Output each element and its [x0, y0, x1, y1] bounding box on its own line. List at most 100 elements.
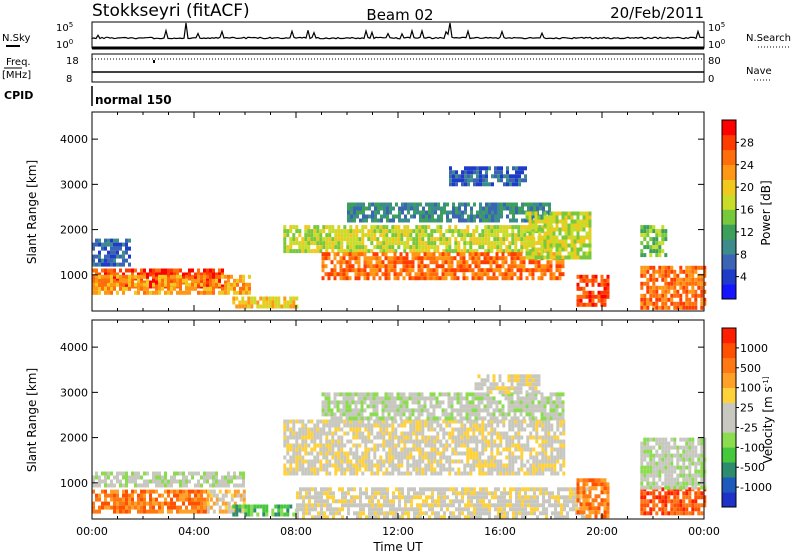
freq-label-line1: Freq.: [6, 57, 31, 68]
data-cell-1: [164, 290, 167, 295]
data-cell-1: [140, 501, 143, 506]
data-cell-2: [110, 258, 113, 263]
data-cell-4: [373, 447, 377, 452]
data-cell-4: [391, 423, 395, 428]
data-cell-10: [703, 273, 707, 278]
data-cell-9: [576, 298, 580, 303]
data-cell-4: [553, 435, 557, 440]
data-cell-4: [328, 471, 332, 476]
data-cell-4: [526, 435, 530, 440]
data-cell-1: [167, 489, 170, 494]
data-cell-0: [218, 272, 221, 277]
data-cell-0: [95, 471, 98, 476]
data-cell-8: [576, 239, 580, 244]
data-cell-8: [576, 235, 580, 240]
data-cell-0: [146, 471, 149, 476]
data-cell-4: [559, 423, 563, 428]
data-cell-0: [122, 272, 125, 277]
data-cell-7: [518, 503, 521, 508]
data-cell-7: [575, 503, 578, 508]
data-cell-6: [458, 202, 461, 207]
data-cell-5: [543, 408, 547, 413]
data-cell-4: [445, 431, 449, 436]
data-cell-5: [555, 260, 559, 265]
data-cell-4: [316, 225, 320, 230]
data-cell-8: [549, 255, 553, 260]
data-cell-5: [462, 416, 466, 421]
data-cell-5: [543, 404, 547, 409]
data-cell-6: [542, 206, 545, 211]
data-cell-10: [679, 301, 683, 306]
data-cell-7: [431, 503, 434, 508]
data-cell-4: [553, 431, 557, 436]
data-cell-4: [493, 459, 497, 464]
data-cell-5: [483, 272, 487, 277]
data-cell-5: [327, 256, 331, 261]
data-cell-4: [499, 249, 503, 254]
data-cell-4: [436, 459, 440, 464]
data-cell-7: [515, 174, 518, 179]
data-cell-4: [304, 471, 308, 476]
data-cell-9: [600, 274, 604, 279]
data-cell-7: [458, 507, 461, 512]
data-cell-1: [146, 489, 149, 494]
data-cell-2: [125, 258, 128, 263]
data-cell-7: [401, 515, 404, 520]
data-cell-4: [373, 229, 377, 234]
data-cell-11: [655, 229, 659, 234]
data-cell-4: [412, 431, 416, 436]
data-cell-4: [319, 443, 323, 448]
data-cell-6: [525, 382, 529, 387]
colorbar-swatch: [722, 269, 736, 285]
data-cell-4: [403, 225, 407, 230]
data-cell-4: [397, 451, 401, 456]
data-cell-5: [501, 252, 505, 257]
data-cell-4: [457, 229, 461, 234]
data-cell-0: [104, 268, 107, 273]
data-cell-8: [576, 219, 580, 224]
data-cell-2: [206, 505, 210, 510]
colorbar-swatch: [722, 134, 736, 151]
data-cell-4: [421, 439, 425, 444]
data-cell-4: [292, 419, 296, 424]
data-cell-1: [173, 493, 176, 498]
data-cell-4: [295, 463, 299, 468]
data-cell-8: [567, 251, 571, 256]
data-cell-10: [676, 289, 680, 294]
data-cell-4: [418, 459, 422, 464]
data-cell-3: [286, 300, 290, 305]
data-cell-5: [450, 264, 454, 269]
data-cell-4: [376, 423, 380, 428]
data-cell-0: [173, 479, 176, 484]
data-cell-10: [649, 293, 653, 298]
data-cell-0: [131, 471, 134, 476]
data-cell-4: [355, 471, 359, 476]
data-cell-4: [436, 249, 440, 254]
data-cell-7: [554, 515, 557, 520]
data-cell-10: [667, 269, 671, 274]
data-cell-4: [331, 463, 335, 468]
data-cell-7: [530, 503, 533, 508]
data-cell-7: [566, 511, 569, 516]
data-cell-4: [511, 249, 515, 254]
data-cell-7: [350, 503, 353, 508]
data-cell-5: [348, 404, 352, 409]
data-cell-4: [361, 249, 365, 254]
data-cell-6: [470, 206, 473, 211]
data-cell-10: [676, 281, 680, 286]
data-cell-5: [429, 404, 433, 409]
data-cell-5: [432, 256, 436, 261]
data-cell-5: [453, 256, 457, 261]
data-cell-7: [542, 503, 545, 508]
data-cell-4: [502, 435, 506, 440]
data-cell-4: [295, 229, 299, 234]
data-cell-1: [233, 278, 236, 283]
data-cell-3: [289, 300, 293, 305]
data-cell-1: [176, 505, 179, 510]
data-cell-4: [367, 435, 371, 440]
data-cell-1: [158, 290, 161, 295]
data-cell-3: [271, 508, 275, 513]
data-cell-6: [491, 218, 494, 223]
data-cell-5: [483, 396, 487, 401]
data-cell-5: [510, 268, 514, 273]
